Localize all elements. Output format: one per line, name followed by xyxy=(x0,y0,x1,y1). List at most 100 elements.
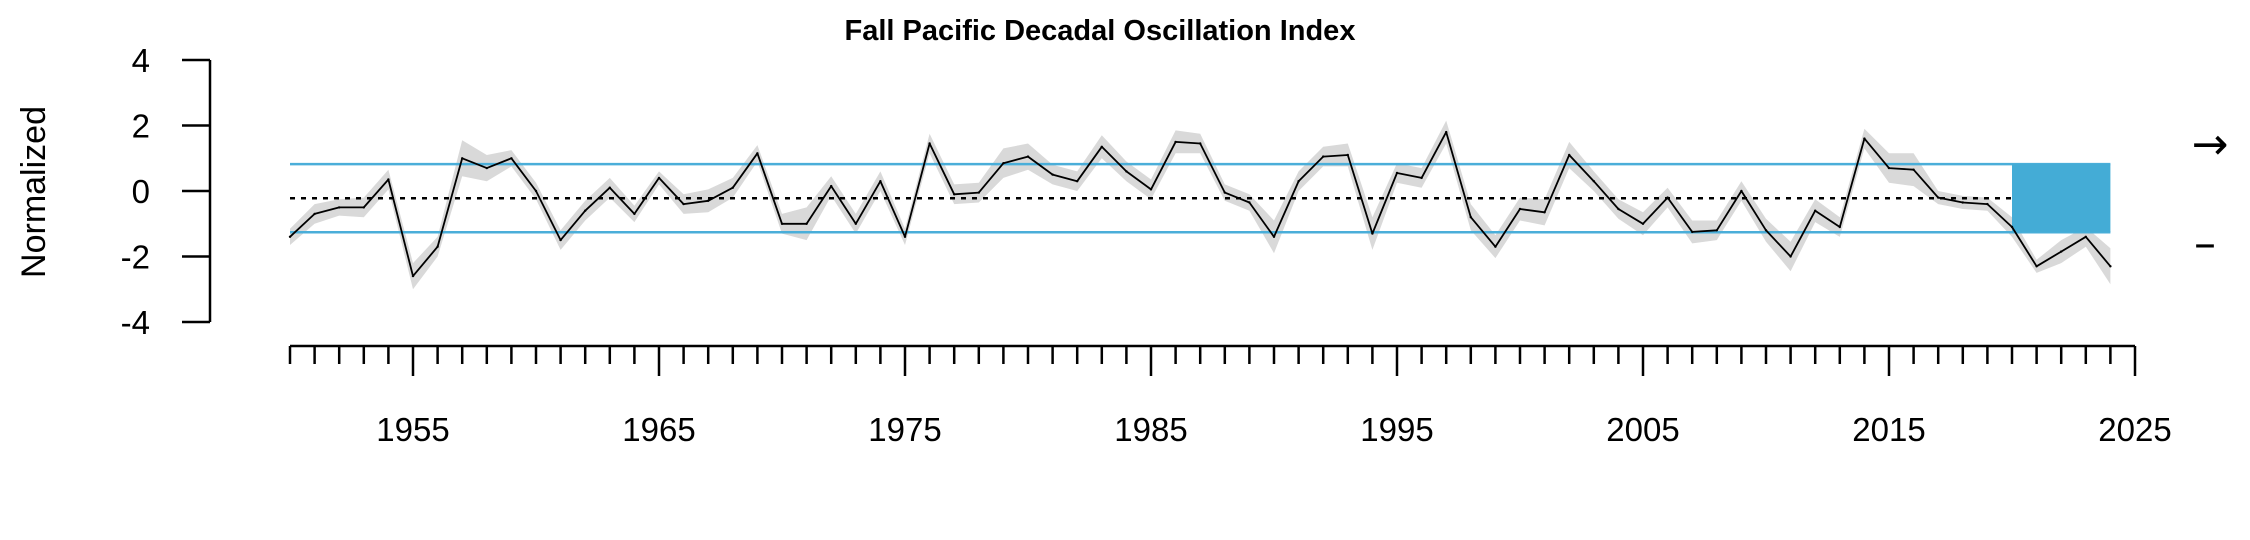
y-tick-label: -4 xyxy=(121,304,150,341)
data-point xyxy=(436,245,439,248)
data-point xyxy=(387,178,390,181)
data-point xyxy=(1764,229,1768,232)
data-point xyxy=(1838,225,1842,229)
data-point xyxy=(1395,171,1399,175)
x-tick-label: 1995 xyxy=(1360,411,1433,448)
data-point xyxy=(2035,265,2038,268)
x-tick-label: 1965 xyxy=(622,411,695,448)
data-point xyxy=(1715,229,1719,232)
y-axis-label: Normalized xyxy=(15,106,53,278)
uncertainty-band xyxy=(290,120,2111,290)
data-point xyxy=(633,212,636,216)
series-layer xyxy=(288,130,2112,278)
data-point xyxy=(682,202,685,206)
x-tick-label: 2015 xyxy=(1852,411,1925,448)
data-point xyxy=(731,186,734,189)
data-point xyxy=(928,142,931,145)
data-point xyxy=(1912,168,1915,171)
recent-period-layer xyxy=(2012,164,2111,233)
data-point xyxy=(1420,176,1423,180)
data-point xyxy=(608,186,611,189)
data-point xyxy=(903,235,907,238)
data-point xyxy=(1863,137,1866,140)
data-point xyxy=(411,274,415,278)
data-point xyxy=(830,184,833,188)
data-point xyxy=(2109,265,2112,268)
data-point xyxy=(362,206,365,209)
data-point xyxy=(1076,180,1079,183)
series-line xyxy=(289,131,2112,278)
x-tick-label: 1955 xyxy=(376,411,449,448)
recent-period-box xyxy=(2012,164,2111,233)
data-point xyxy=(1223,191,1227,194)
data-point xyxy=(953,193,956,196)
data-point xyxy=(1592,180,1596,183)
data-point xyxy=(1740,189,1743,193)
x-tick-label: 1975 xyxy=(868,411,941,448)
data-point xyxy=(485,166,488,170)
data-point xyxy=(1937,196,1940,199)
data-point xyxy=(288,235,292,238)
y-tick-label: 4 xyxy=(132,42,150,79)
data-point xyxy=(756,152,759,155)
data-point xyxy=(461,157,464,160)
data-point xyxy=(1494,245,1497,248)
data-point xyxy=(1641,222,1645,225)
mean-dash-icon: – xyxy=(2194,218,2216,269)
x-axis: 1955 1965 1975 1985 1995 2005 2015 2025 xyxy=(288,344,2172,448)
data-point xyxy=(1272,235,1276,238)
data-point xyxy=(1248,201,1251,204)
data-point xyxy=(780,222,784,225)
data-point xyxy=(534,189,538,193)
data-point xyxy=(1174,140,1177,144)
data-point xyxy=(1986,202,1989,206)
data-point xyxy=(1814,209,1817,212)
data-point xyxy=(1518,207,1522,211)
data-point xyxy=(657,176,661,180)
data-point xyxy=(1100,145,1104,148)
data-point xyxy=(1568,153,1571,157)
data-point xyxy=(1051,173,1054,176)
y-tick-label: -2 xyxy=(121,239,150,276)
data-point xyxy=(338,206,341,209)
data-point xyxy=(1691,230,1694,234)
data-point xyxy=(879,180,882,183)
data-point xyxy=(1543,211,1546,214)
data-point xyxy=(805,222,808,225)
data-point xyxy=(1322,155,1325,158)
data-point xyxy=(1666,196,1669,199)
data-point xyxy=(1617,207,1620,211)
reference-lines-layer xyxy=(290,162,2111,234)
data-point xyxy=(854,222,857,225)
data-point xyxy=(2060,250,2063,253)
data-point xyxy=(2084,235,2087,238)
x-tick-label: 2005 xyxy=(1606,411,1679,448)
data-point xyxy=(1026,155,1030,158)
data-point xyxy=(1199,142,1202,145)
data-point xyxy=(1961,201,1965,204)
uncertainty-band-layer xyxy=(290,120,2111,290)
y-axis: 4 2 0 -2 -4 xyxy=(121,42,212,341)
data-point xyxy=(1002,162,1005,165)
data-point xyxy=(1789,255,1792,258)
data-point xyxy=(2010,225,2014,229)
y-tick-label: 0 xyxy=(132,173,150,210)
data-point xyxy=(1149,188,1153,191)
data-point xyxy=(584,209,587,212)
data-point xyxy=(1887,166,1891,170)
data-point xyxy=(1371,232,1374,235)
data-point xyxy=(977,191,980,194)
data-point xyxy=(1125,170,1128,173)
data-point xyxy=(1346,153,1350,157)
x-tick-label: 2025 xyxy=(2098,411,2171,448)
data-point xyxy=(1297,180,1300,183)
data-point xyxy=(1445,130,1448,134)
data-point xyxy=(1469,216,1473,219)
data-point xyxy=(559,238,562,242)
trend-arrow-icon: → xyxy=(2192,119,2229,170)
data-point xyxy=(313,212,316,216)
y-tick-label: 2 xyxy=(132,108,150,145)
chart-title: Fall Pacific Decadal Oscillation Index xyxy=(845,15,1356,47)
